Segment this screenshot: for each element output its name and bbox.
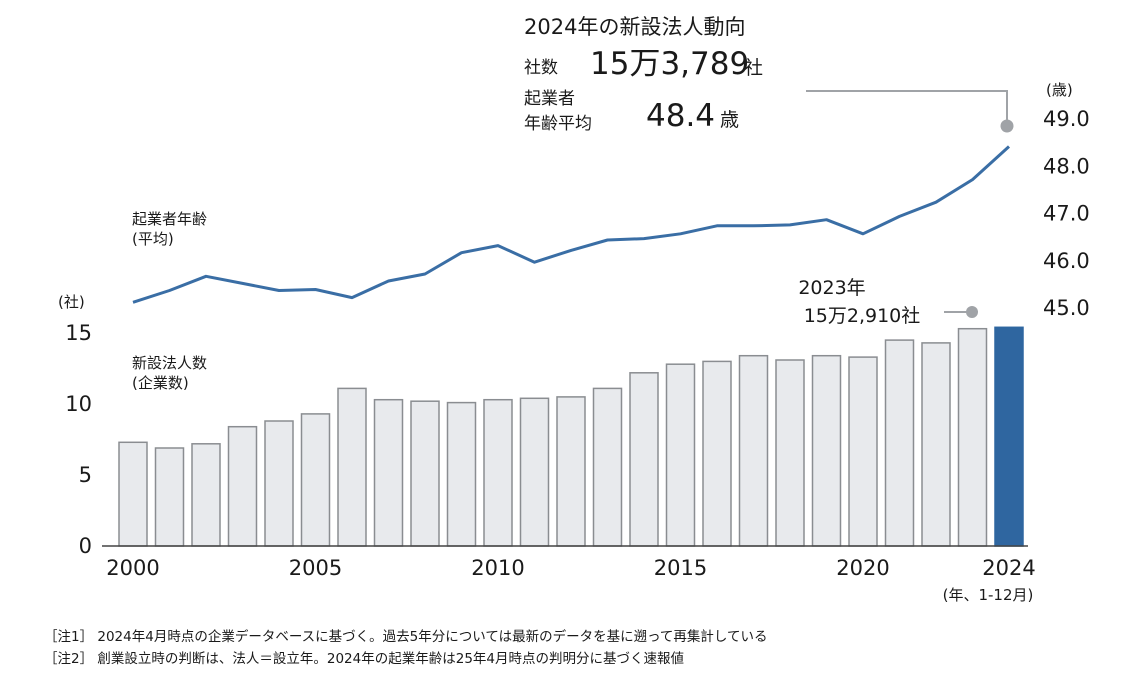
summary-age-unit: 歳 <box>720 109 739 131</box>
summary-title: 2024年の新設法人動向 <box>524 15 745 39</box>
line-y-ticks: 45.0 46.0 47.0 48.0 49.0 <box>1043 107 1090 320</box>
bar-2014 <box>629 372 659 547</box>
summary-connector <box>806 90 1008 126</box>
x-ticks: 2000 2005 2010 2015 2020 2024 <box>106 556 1035 580</box>
x-tick-2005: 2005 <box>289 556 342 580</box>
bar-y-tick-0: 0 <box>79 534 92 558</box>
summary-age-value: 48.4 <box>646 98 715 134</box>
line-axis-unit: (歳) <box>1046 81 1073 99</box>
bar-2012 <box>556 396 586 547</box>
x-tick-2010: 2010 <box>471 556 524 580</box>
callout-2023-value: 15万2,910社 <box>804 305 921 327</box>
bar-2004 <box>264 420 294 547</box>
callout-2023-year: 2023年 <box>798 277 865 299</box>
summary-age-label-2: 年齢平均 <box>524 114 592 134</box>
bar-2017 <box>738 354 769 547</box>
summary-connector-dot <box>1000 119 1014 133</box>
x-tick-2020: 2020 <box>836 556 889 580</box>
callout-2023-dot <box>966 306 978 318</box>
bar-2008 <box>410 400 440 547</box>
bar-series-label-1: 新設法人数 <box>132 354 207 372</box>
note-2: ［注2］ 創業設立時の判断は、法人＝設立年。2024年の起業年齢は25年4月時点… <box>44 651 685 667</box>
bar-2013 <box>592 387 623 547</box>
line-y-tick-48.0: 48.0 <box>1043 154 1090 178</box>
bar-2009 <box>446 401 477 547</box>
bar-y-tick-15: 15 <box>65 321 92 345</box>
bar-2005 <box>300 413 331 547</box>
age-line-group <box>132 119 1014 304</box>
summary-count-value: 15万3,789 <box>590 46 749 82</box>
bars-group <box>118 326 1024 547</box>
bar-y-tick-10: 10 <box>65 392 92 416</box>
bar-2011 <box>519 397 550 547</box>
bar-2003 <box>227 425 258 547</box>
bar-2024 <box>994 326 1024 547</box>
bar-2018 <box>775 359 805 547</box>
bar-2001 <box>154 447 185 547</box>
bar-2023 <box>957 327 988 547</box>
bar-2006 <box>337 387 367 547</box>
line-y-tick-45.0: 45.0 <box>1043 296 1090 320</box>
line-y-tick-46.0: 46.0 <box>1043 249 1090 273</box>
bar-2002 <box>191 443 221 547</box>
bar-2020 <box>848 356 878 547</box>
x-tick-2015: 2015 <box>654 556 707 580</box>
x-tick-2024: 2024 <box>982 556 1035 580</box>
line-y-tick-47.0: 47.0 <box>1043 202 1090 226</box>
line-series-label-1: 起業者年齢 <box>132 210 207 228</box>
summary-age-label-1: 起業者 <box>524 89 575 109</box>
bar-series-label-2: (企業数) <box>132 374 189 392</box>
bar-2022 <box>921 342 951 547</box>
x-tick-2000: 2000 <box>106 556 159 580</box>
bar-2007 <box>373 398 404 547</box>
note-1: ［注1］ 2024年4月時点の企業データベースに基づく。過去5年分については最新… <box>44 629 768 645</box>
summary-count-label: 社数 <box>524 58 558 78</box>
bar-2010 <box>483 398 513 547</box>
summary-count-unit: 社 <box>744 57 763 79</box>
bar-2019 <box>811 354 842 547</box>
line-y-tick-49.0: 49.0 <box>1043 107 1090 131</box>
x-axis-note: (年、1-12月) <box>943 586 1034 604</box>
age-line <box>132 145 1011 304</box>
bar-2016 <box>702 360 732 547</box>
bar-2015 <box>665 363 696 547</box>
bar-y-ticks: 0 5 10 15 <box>65 321 92 558</box>
bar-y-tick-5: 5 <box>79 463 92 487</box>
bar-2021 <box>884 339 915 547</box>
line-series-label-2: (平均) <box>132 230 174 248</box>
bar-2000 <box>118 441 148 547</box>
bar-axis-unit: (社) <box>58 293 85 311</box>
